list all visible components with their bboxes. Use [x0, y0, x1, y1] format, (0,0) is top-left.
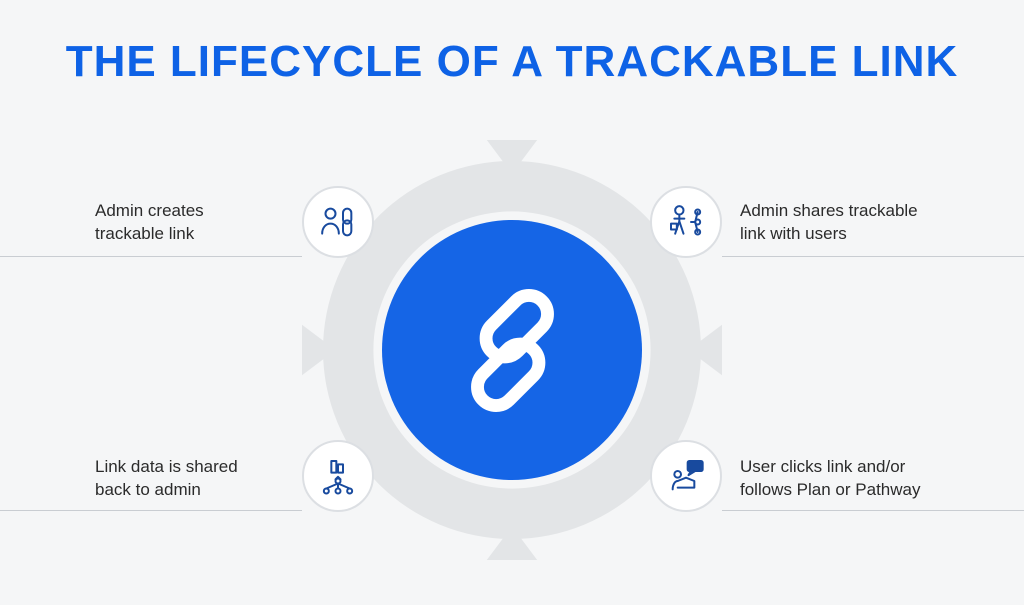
step-click-label: User clicks link and/or follows Plan or …	[740, 456, 920, 502]
step-share-label-line2: link with users	[740, 223, 918, 246]
step-feedback-label: Link data is shared back to admin	[95, 456, 238, 502]
rule-top-right	[722, 256, 1024, 257]
step-click-icon-circle	[650, 440, 722, 512]
rule-bottom-right	[722, 510, 1024, 511]
chart-distribute-icon	[318, 456, 358, 496]
step-feedback-label-line1: Link data is shared	[95, 456, 238, 479]
step-create-icon-circle	[302, 186, 374, 258]
step-feedback-icon-circle	[302, 440, 374, 512]
step-share-label: Admin shares trackable link with users	[740, 200, 918, 246]
link-icon	[441, 279, 584, 422]
step-share-label-line1: Admin shares trackable	[740, 200, 918, 223]
rule-bottom-left	[0, 510, 302, 511]
step-create-label-line2: trackable link	[95, 223, 204, 246]
user-share-icon	[666, 202, 706, 242]
rule-top-left	[0, 256, 302, 257]
center-link-badge	[382, 220, 642, 480]
step-share-icon-circle	[650, 186, 722, 258]
user-link-icon	[318, 202, 358, 242]
user-laptop-chat-icon	[666, 456, 706, 496]
step-feedback-label-line2: back to admin	[95, 479, 238, 502]
page-title: THE LIFECYCLE OF A TRACKABLE LINK	[0, 40, 1024, 84]
step-click-label-line2: follows Plan or Pathway	[740, 479, 920, 502]
step-click-label-line1: User clicks link and/or	[740, 456, 920, 479]
step-create-label: Admin creates trackable link	[95, 200, 204, 246]
step-create-label-line1: Admin creates	[95, 200, 204, 223]
